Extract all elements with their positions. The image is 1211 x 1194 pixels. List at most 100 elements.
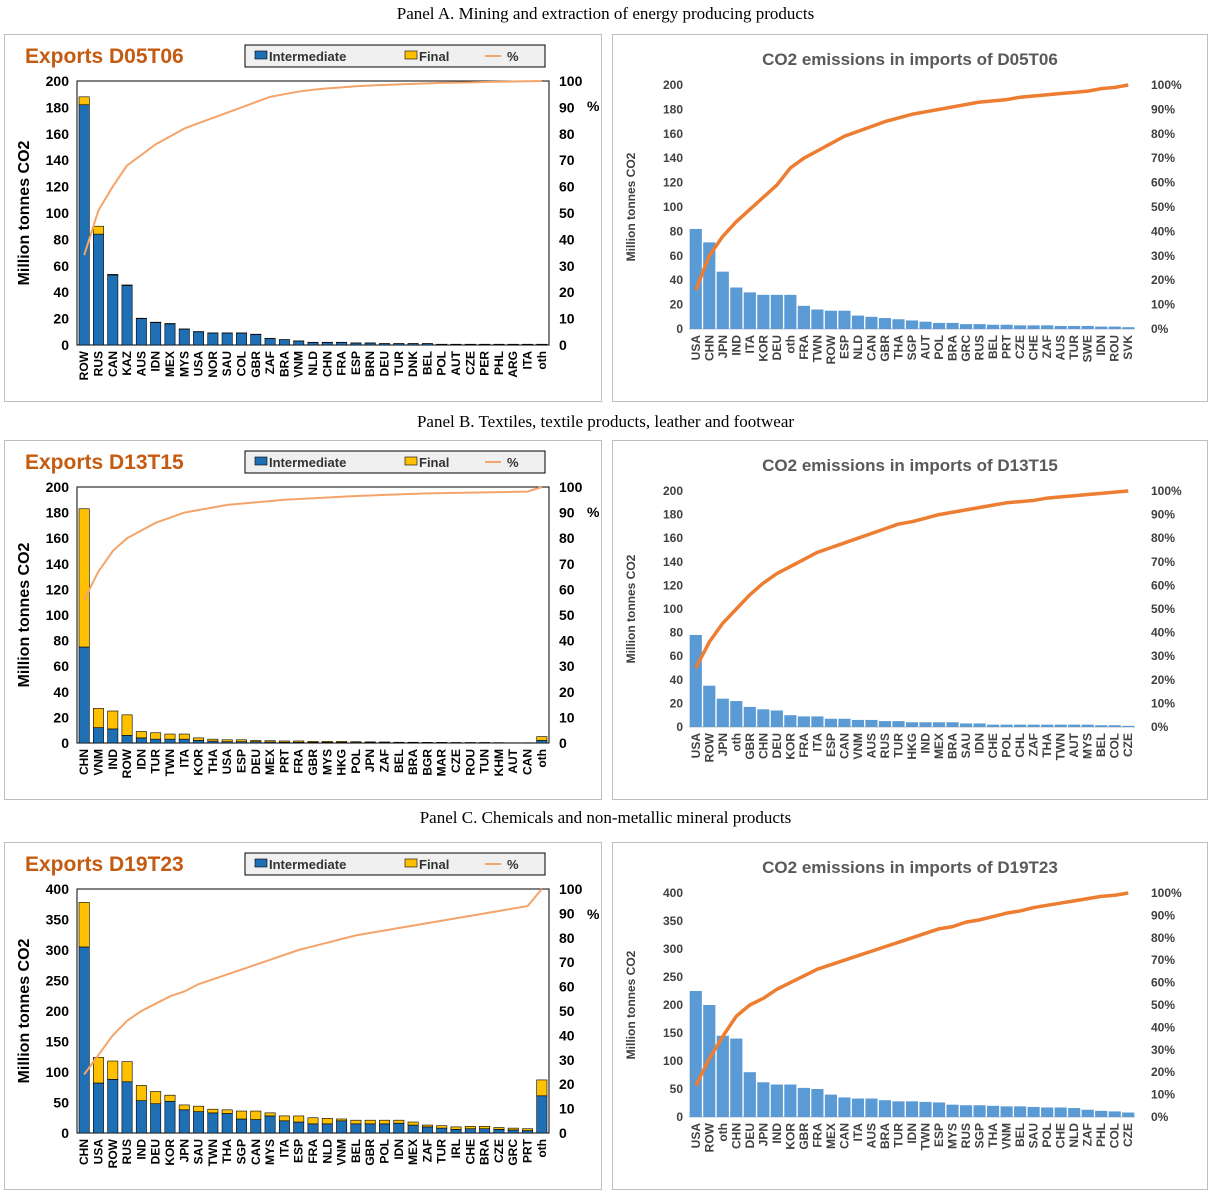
y2-tick-label: 50 bbox=[559, 607, 575, 623]
y-tick-label: 300 bbox=[46, 942, 70, 958]
bar bbox=[1095, 1111, 1107, 1117]
bar bbox=[946, 323, 958, 329]
cumulative-line bbox=[696, 893, 1128, 1086]
y-tick-label: 200 bbox=[663, 998, 683, 1012]
bar-intermediate bbox=[279, 1121, 289, 1133]
bar bbox=[838, 1097, 850, 1117]
bar bbox=[771, 710, 783, 727]
x-tick-label: TUR bbox=[149, 749, 163, 774]
bar bbox=[892, 1101, 904, 1117]
x-tick-label: IND bbox=[919, 733, 933, 754]
x-tick-label: ESP bbox=[349, 351, 363, 375]
bar-final bbox=[379, 1120, 389, 1124]
bar-intermediate bbox=[279, 340, 289, 345]
bar-intermediate bbox=[308, 1124, 318, 1133]
x-tick-label: POL bbox=[1040, 1123, 1054, 1148]
bar bbox=[771, 1085, 783, 1117]
legend-label-final: Final bbox=[419, 857, 449, 872]
bar-intermediate bbox=[122, 286, 132, 345]
x-tick-label: ITA bbox=[851, 1123, 865, 1142]
bar bbox=[879, 1100, 891, 1117]
bar-final bbox=[494, 1128, 504, 1130]
x-tick-label: USA bbox=[220, 749, 234, 775]
y-tick-label: 140 bbox=[663, 151, 683, 165]
bar bbox=[987, 325, 999, 329]
y-tick-label: 100 bbox=[663, 602, 683, 616]
bar-intermediate bbox=[179, 329, 189, 345]
bar-final bbox=[179, 1105, 189, 1110]
x-tick-label: AUS bbox=[1054, 335, 1068, 360]
bar bbox=[825, 311, 837, 329]
legend-label-percent: % bbox=[507, 49, 519, 64]
bar bbox=[798, 716, 810, 727]
bar-final bbox=[236, 740, 246, 742]
y-tick-label: 100 bbox=[46, 607, 70, 623]
y2-tick-label: 70% bbox=[1151, 555, 1175, 569]
bar-final bbox=[108, 274, 118, 275]
bar-intermediate bbox=[151, 1104, 161, 1133]
x-tick-label: VNM bbox=[335, 1139, 349, 1166]
y2-tick-label: 70 bbox=[559, 954, 575, 970]
bar bbox=[798, 1088, 810, 1117]
bar-final bbox=[451, 1127, 461, 1129]
y2-tick-label: 90% bbox=[1151, 102, 1175, 116]
x-tick-label: SAU bbox=[1027, 1123, 1041, 1148]
bar bbox=[973, 324, 985, 329]
x-tick-label: MEX bbox=[932, 733, 946, 759]
bar bbox=[744, 707, 756, 727]
x-tick-label: CZE bbox=[463, 351, 477, 375]
x-tick-label: THA bbox=[206, 749, 220, 774]
x-tick-label: USA bbox=[689, 1123, 703, 1149]
bar-intermediate bbox=[236, 1119, 246, 1133]
y2-tick-label: 60 bbox=[559, 179, 575, 195]
legend-label-intermediate: Intermediate bbox=[269, 49, 346, 64]
y2-tick-label: 60 bbox=[559, 581, 575, 597]
bar-final bbox=[336, 1119, 346, 1121]
x-tick-label: AUT bbox=[919, 334, 933, 359]
y-tick-label: 40 bbox=[53, 284, 69, 300]
bar bbox=[717, 699, 729, 727]
y-axis-label: Million tonnes CO2 bbox=[16, 938, 33, 1083]
x-tick-label: BEL bbox=[1094, 733, 1108, 757]
bar-final bbox=[422, 1125, 432, 1127]
legend-label-intermediate: Intermediate bbox=[269, 455, 346, 470]
x-tick-label: SGP bbox=[905, 335, 919, 360]
y-tick-label: 0 bbox=[61, 337, 69, 353]
y-tick-label: 60 bbox=[53, 658, 69, 674]
bar bbox=[717, 1036, 729, 1117]
x-tick-label: MEX bbox=[163, 351, 177, 377]
y2-tick-label: 40 bbox=[559, 1027, 575, 1043]
y-tick-label: 40 bbox=[670, 273, 684, 287]
y-tick-label: 120 bbox=[663, 578, 683, 592]
bar bbox=[960, 1105, 972, 1117]
x-tick-label: KOR bbox=[163, 1139, 177, 1166]
x-tick-label: CHE bbox=[986, 733, 1000, 758]
bar-final bbox=[122, 285, 132, 286]
y-tick-label: 80 bbox=[53, 633, 69, 649]
x-tick-label: USA bbox=[91, 1139, 105, 1165]
y-axis-label: Million tonnes CO2 bbox=[624, 950, 638, 1059]
y2-tick-label: 90 bbox=[559, 905, 575, 921]
x-tick-label: BRN bbox=[363, 351, 377, 377]
x-tick-label: TUR bbox=[435, 1139, 449, 1164]
x-tick-label: ITA bbox=[743, 335, 757, 354]
bar bbox=[1122, 327, 1134, 329]
bar-intermediate bbox=[508, 1130, 518, 1133]
x-tick-label: JPN bbox=[756, 1123, 770, 1146]
bar-final bbox=[279, 1116, 289, 1121]
bar-intermediate bbox=[93, 234, 103, 345]
x-tick-label: DEU bbox=[770, 335, 784, 360]
bar-intermediate bbox=[165, 324, 175, 345]
y2-axis-label: % bbox=[587, 504, 600, 520]
x-tick-label: BEL bbox=[986, 335, 1000, 359]
bar bbox=[946, 722, 958, 727]
y2-tick-label: 40 bbox=[559, 633, 575, 649]
x-tick-label: RUS bbox=[878, 733, 892, 758]
legend-label-intermediate: Intermediate bbox=[269, 857, 346, 872]
chart-title: CO2 emissions in imports of D13T15 bbox=[762, 456, 1058, 475]
x-tick-label: GBR bbox=[797, 1123, 811, 1150]
